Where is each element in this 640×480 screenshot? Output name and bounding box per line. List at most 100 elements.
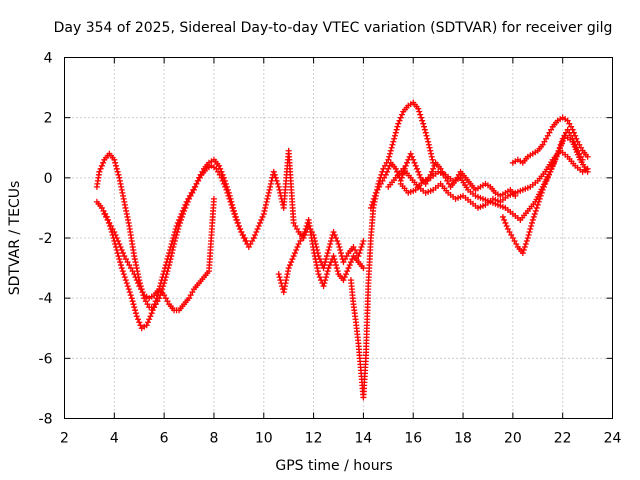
data-point <box>509 235 516 241</box>
data-point <box>544 132 551 139</box>
data-point <box>271 171 278 178</box>
data-point <box>539 186 546 193</box>
data-point <box>122 277 129 284</box>
data-point <box>554 150 561 157</box>
data-point <box>431 162 438 169</box>
data-point <box>524 235 531 241</box>
data-point <box>115 253 122 260</box>
data-point <box>328 238 335 245</box>
data-point <box>387 147 394 154</box>
data-point <box>576 150 583 157</box>
data-point <box>316 274 323 281</box>
data-point <box>234 219 241 226</box>
data-point <box>127 292 134 299</box>
data-point <box>533 204 540 211</box>
data-point <box>419 117 426 124</box>
data-point <box>188 189 195 196</box>
data-point <box>210 195 217 202</box>
data-point <box>323 253 330 260</box>
data-point <box>247 241 254 248</box>
data-point <box>116 241 123 248</box>
series-arc-2 <box>93 162 250 332</box>
data-point <box>290 219 297 226</box>
data-point <box>120 271 127 278</box>
data-point <box>527 225 534 232</box>
data-point <box>407 150 414 157</box>
data-point <box>122 256 129 263</box>
data-point <box>553 153 560 160</box>
data-point <box>402 162 409 169</box>
data-point <box>215 168 222 175</box>
y-tick-label: -4 <box>39 291 53 307</box>
data-point <box>397 114 404 121</box>
data-point <box>384 168 391 175</box>
data-point <box>289 256 296 263</box>
data-point <box>166 247 173 254</box>
data-point <box>117 262 124 269</box>
data-point <box>292 222 299 229</box>
data-point <box>323 271 330 278</box>
data-point <box>539 141 546 148</box>
data-point <box>116 256 123 263</box>
data-point <box>177 213 184 220</box>
data-point <box>418 114 425 121</box>
data-point <box>335 241 342 248</box>
data-point <box>532 207 539 214</box>
data-point <box>513 241 520 248</box>
data-point <box>171 228 178 235</box>
data-point <box>337 247 344 254</box>
data-point <box>412 162 419 169</box>
data-point <box>564 126 571 133</box>
data-point <box>564 117 571 124</box>
data-point <box>567 123 574 130</box>
x-tick-label: 6 <box>160 431 169 447</box>
data-point <box>186 192 193 199</box>
data-point <box>166 250 173 257</box>
data-point <box>536 195 543 202</box>
data-point <box>97 165 104 172</box>
y-tick-label: 4 <box>44 51 53 67</box>
data-point <box>508 231 515 238</box>
series-arc-11 <box>499 126 586 257</box>
data-point <box>243 238 250 245</box>
y-axis-label: SDTVAR / TECUs <box>7 181 23 296</box>
data-point <box>107 222 114 229</box>
data-point <box>153 295 160 302</box>
data-point <box>332 259 339 266</box>
data-point <box>128 295 135 302</box>
data-point <box>386 153 393 160</box>
data-point <box>411 159 418 166</box>
data-point <box>176 216 183 223</box>
data-point <box>101 210 108 217</box>
data-point <box>541 138 548 145</box>
data-point <box>521 244 528 251</box>
data-point <box>100 207 107 214</box>
data-point <box>142 298 149 305</box>
data-point <box>124 283 131 290</box>
data-point <box>275 271 282 278</box>
data-point <box>268 177 275 184</box>
data-point <box>341 274 348 281</box>
data-point <box>346 262 353 269</box>
data-point <box>230 207 237 214</box>
data-point <box>377 180 384 187</box>
data-point <box>426 144 433 151</box>
data-point <box>398 174 405 181</box>
data-point <box>270 168 277 175</box>
series-arc-5 <box>275 216 367 296</box>
data-point <box>216 171 223 178</box>
data-point <box>385 156 392 163</box>
data-point <box>376 183 383 190</box>
data-point <box>566 129 573 136</box>
data-point <box>274 180 281 187</box>
data-point <box>369 198 376 205</box>
data-point <box>531 210 538 217</box>
data-point <box>172 225 179 232</box>
data-point <box>267 183 274 190</box>
data-point <box>263 198 270 205</box>
data-point <box>422 129 429 136</box>
data-point <box>333 265 340 272</box>
data-point <box>395 120 402 127</box>
data-point <box>425 141 432 148</box>
